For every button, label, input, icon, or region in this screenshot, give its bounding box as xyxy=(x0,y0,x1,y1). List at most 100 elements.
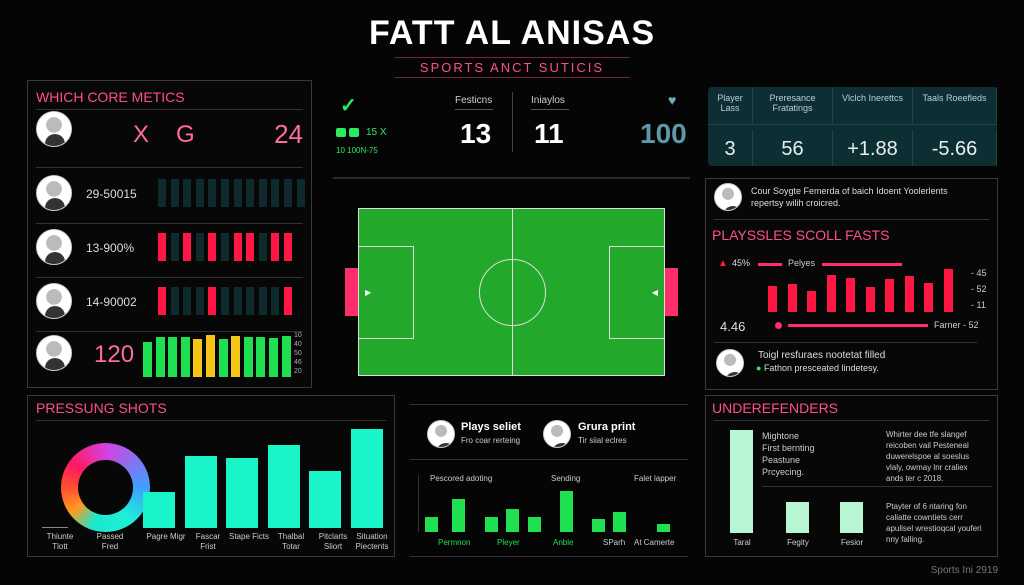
row-bar xyxy=(271,179,280,207)
level-bar xyxy=(243,337,253,377)
chart-label: Pescored adoting xyxy=(430,474,493,483)
level-bar xyxy=(155,336,165,377)
row-bar xyxy=(195,179,204,207)
shot-label: Situation Piectents xyxy=(355,532,389,551)
player-bar xyxy=(592,519,605,532)
value: 4.46 xyxy=(720,319,746,334)
page-title: FATT AL ANISAS xyxy=(369,14,655,52)
player-bar xyxy=(560,491,573,532)
player-bar xyxy=(485,517,498,532)
fact-bar xyxy=(943,269,953,312)
row-bar xyxy=(246,179,255,207)
panel-title: UNDEREFENDERS xyxy=(712,400,839,416)
row-bar xyxy=(195,233,204,261)
row-bar xyxy=(221,179,229,207)
shot-label: Pagre Migr xyxy=(146,532,186,541)
avatar xyxy=(36,175,72,211)
bar-label: At Camerte xyxy=(634,538,675,547)
row-bar xyxy=(170,179,179,207)
row-bar xyxy=(208,287,217,315)
level-bar xyxy=(168,336,178,377)
stat-value: 13 xyxy=(460,118,492,149)
fact-bar xyxy=(768,286,777,312)
avatar xyxy=(36,283,72,319)
scale-tick: 20 xyxy=(294,368,302,375)
scale-tick: 50 xyxy=(294,350,302,357)
row-bar xyxy=(258,287,267,315)
bar-label: Anble xyxy=(553,538,574,547)
table-value: 56 xyxy=(753,130,833,166)
row-bar xyxy=(296,179,305,207)
status-dots: 15 X xyxy=(336,127,387,138)
list: Mightone First bernting Peastune Prcyeci… xyxy=(762,431,815,477)
shot-label: Pitclarts Sliort xyxy=(318,532,348,551)
player-sub: Tir siial eclres xyxy=(578,436,627,445)
fact-bar xyxy=(885,279,894,312)
xg-g: G xyxy=(176,121,195,148)
defender-label: Fesior xyxy=(840,538,864,547)
check-icon: ✓ xyxy=(340,95,357,117)
tick-label: - 11 xyxy=(971,300,986,310)
defender-bar xyxy=(786,502,809,533)
level-bar xyxy=(256,336,266,377)
xg-x: X xyxy=(133,121,150,148)
pct: 45% xyxy=(732,258,751,268)
row-bar xyxy=(221,233,229,261)
heart-value: 100 xyxy=(640,118,687,149)
pitch: ▶ ◀ xyxy=(358,208,665,376)
row-bar xyxy=(170,233,179,261)
row-bar xyxy=(158,233,166,261)
row-label: 14-90002 xyxy=(86,295,137,309)
shot-label: Thalbal Totar xyxy=(277,532,305,551)
legend: Farner - 52 xyxy=(934,320,979,330)
level-bar xyxy=(218,339,228,377)
player-bar xyxy=(657,524,670,532)
bar-label: SParh xyxy=(603,538,626,547)
avatar xyxy=(543,420,571,448)
tick-label: - 52 xyxy=(971,284,987,294)
underdefenders-panel: UNDEREFENDERS Taral Fegity Fesior Mightone… xyxy=(705,395,998,557)
row-bar xyxy=(208,233,217,261)
level-bar xyxy=(193,339,203,377)
note: ● Fathon presceated lindetesy. xyxy=(756,363,879,373)
row-bar xyxy=(246,287,255,315)
row-bar xyxy=(246,233,255,261)
scale-tick: 46 xyxy=(294,359,302,366)
divider xyxy=(36,277,303,278)
avatar xyxy=(36,335,72,371)
bar-label: Pleyer xyxy=(497,538,520,547)
fact-bar xyxy=(865,287,875,312)
level-bar xyxy=(180,336,190,377)
note: Toigl resfuraes nootetat filled xyxy=(758,350,886,361)
fact-bar xyxy=(924,283,933,312)
row-bar xyxy=(221,287,229,315)
level-bar xyxy=(269,338,278,377)
scale-tick: 10 xyxy=(294,332,302,339)
text: Whirter dee tfe slangef reicoben vail Pe… xyxy=(886,430,970,483)
fact-bar xyxy=(904,276,914,312)
row-bar xyxy=(271,233,280,261)
status-line: 10 100N-75 xyxy=(336,146,378,155)
row-bar xyxy=(284,233,292,261)
row-bar xyxy=(208,179,217,207)
player-bar xyxy=(506,509,519,532)
scale-tick: 40 xyxy=(294,341,302,348)
row-bar xyxy=(233,179,242,207)
chart-label: Sending xyxy=(551,474,581,483)
donut-chart xyxy=(61,443,150,532)
stat-value: 11 xyxy=(534,118,564,149)
goal-left xyxy=(345,268,358,316)
shot-bar xyxy=(350,429,383,528)
fact-bar xyxy=(846,278,855,312)
shot-label: Passed Fred xyxy=(96,532,124,551)
defender-bar xyxy=(840,502,863,533)
pressing-shots-panel: PRESSUNG SHOTS Thiunte Tlott Passed Fred P… xyxy=(27,395,395,557)
xg-value: 24 xyxy=(274,119,303,149)
shot-label: Thiunte Tlott xyxy=(46,532,74,551)
footer: Sports Ini 2919 xyxy=(930,565,998,576)
table-header: Taals Roeefleds xyxy=(913,87,997,125)
row-bar xyxy=(271,287,280,315)
row-bar xyxy=(233,233,242,261)
defender-label: Fegity xyxy=(787,538,809,547)
panel-title: PRESSUNG SHOTS xyxy=(36,400,167,416)
